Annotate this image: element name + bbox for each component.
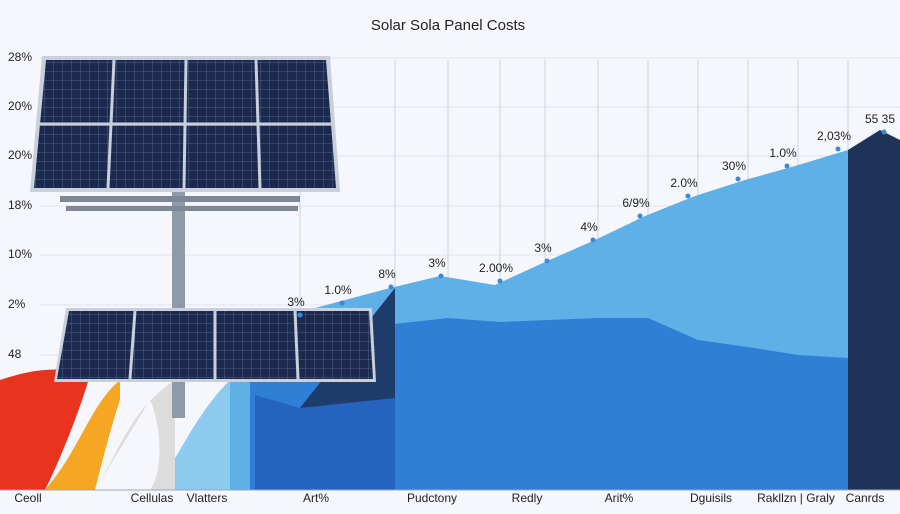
bracket <box>66 206 298 211</box>
x-axis-label: Ceoll <box>14 491 41 505</box>
y-axis-label: 18% <box>8 198 32 212</box>
marker <box>388 284 394 290</box>
data-label: 2.0% <box>670 176 698 190</box>
data-label: 3% <box>287 295 305 309</box>
x-axis-label: Art% <box>303 491 329 505</box>
x-axis-label: Canrds <box>846 491 885 505</box>
band-gray <box>95 380 175 490</box>
marker <box>438 273 444 279</box>
marker <box>637 213 643 219</box>
labels: 28% 20% 20% 18% 10% 2% 48 Ceoll Cellulas Vlatters… <box>8 50 895 505</box>
data-label: 2.00% <box>479 261 513 275</box>
x-axis-label: Redly <box>512 491 543 505</box>
area-navy <box>848 130 900 490</box>
x-axis-label: Pudctony <box>407 491 457 505</box>
marker <box>881 129 887 135</box>
marker <box>497 278 503 284</box>
data-label: 6/9% <box>622 196 650 210</box>
x-axis-label: Cellulas <box>131 491 174 505</box>
data-label: 4% <box>580 220 598 234</box>
chart-title: Solar Sola Panel Costs <box>371 17 525 34</box>
bracket <box>60 196 300 202</box>
y-axis-label: 2% <box>8 297 26 311</box>
data-label: 55 35 <box>865 112 895 126</box>
x-axis-label: Arit% <box>605 491 634 505</box>
marker <box>590 237 596 243</box>
marker <box>835 146 841 152</box>
y-axis-label: 48 <box>8 347 22 361</box>
data-label: 3% <box>534 241 552 255</box>
data-label: 8% <box>378 267 396 281</box>
data-label: 1.0% <box>324 283 352 297</box>
area-mid <box>250 318 848 490</box>
x-axis-label: Rakllzn | Graly <box>757 491 835 505</box>
data-label: 1.0% <box>769 146 797 160</box>
band-red <box>0 369 90 490</box>
y-axis-label: 28% <box>8 50 32 64</box>
marker <box>544 258 550 264</box>
data-label: 30% <box>722 159 746 173</box>
data-label: 2,03% <box>817 129 851 143</box>
band-light-blue <box>150 380 230 490</box>
band-orange <box>45 380 120 490</box>
panel-dividers <box>128 310 300 380</box>
y-axis-label: 20% <box>8 148 32 162</box>
marker <box>735 176 741 182</box>
solar-panel <box>30 56 376 418</box>
marker <box>784 163 790 169</box>
x-axis-label: Dguisils <box>690 491 732 505</box>
y-axis-label: 20% <box>8 99 32 113</box>
marker <box>339 300 345 306</box>
marker <box>297 312 303 318</box>
y-axis-label: 10% <box>8 247 32 261</box>
panel-dividers <box>40 59 331 189</box>
data-label: 3% <box>428 256 446 270</box>
marker <box>685 193 691 199</box>
pole <box>172 188 185 418</box>
x-axis-label: Vlatters <box>187 491 228 505</box>
